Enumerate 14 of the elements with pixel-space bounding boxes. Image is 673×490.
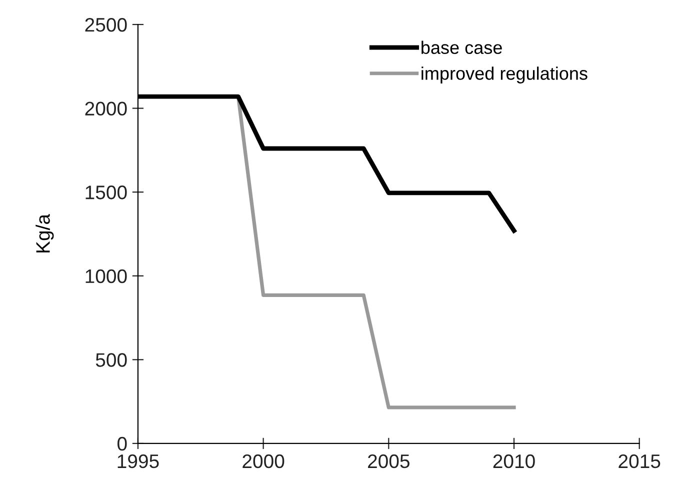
- x-tick-label: 1995: [118, 454, 159, 468]
- x-tick-label: 2015: [618, 454, 660, 468]
- y-tick-label: 2000: [85, 102, 127, 116]
- y-tick-label: 1500: [86, 186, 127, 200]
- legend-label: improved regulations: [422, 66, 588, 84]
- y-tick-label: 500: [96, 353, 127, 367]
- y-axis-title: Kg/a: [36, 214, 54, 252]
- y-tick-label: 0: [117, 436, 127, 451]
- legend-label: base case: [422, 40, 502, 54]
- x-tick-label: 2000: [242, 454, 284, 468]
- x-tick-label: 2005: [368, 454, 410, 468]
- y-tick-label: 1000: [86, 269, 127, 284]
- x-tick-label: 2010: [493, 454, 535, 468]
- y-tick-label: 2500: [85, 18, 127, 32]
